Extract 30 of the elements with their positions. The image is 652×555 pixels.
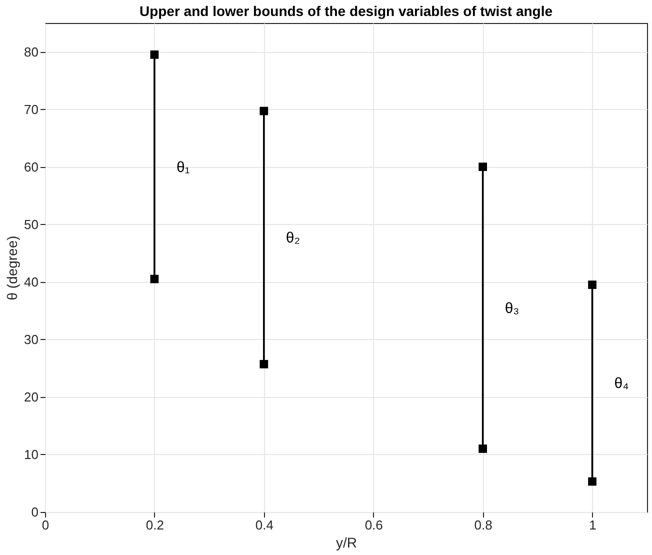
annotation: θ₁ (176, 158, 190, 176)
y-tick-label: 0 (31, 504, 38, 520)
point (260, 360, 268, 368)
x-tick-label: 0.8 (474, 518, 492, 532)
x-tick-label: 1 (589, 518, 596, 532)
point (478, 162, 487, 172)
y-tick-label: 60 (24, 159, 38, 174)
x-tick-label: 0.4 (255, 518, 274, 532)
annotation: θ₄ (614, 375, 629, 392)
y-tick-label: 80 (24, 44, 38, 60)
y-tick-label: 70 (24, 102, 38, 117)
annotation: θ₃ (504, 300, 520, 317)
point (150, 274, 159, 284)
point (478, 444, 487, 453)
y-axis-title: θ (degree) (4, 236, 20, 300)
x-tick-label: 0.2 (146, 518, 164, 532)
y-tick-label: 40 (24, 274, 38, 290)
y-tick-label: 30 (24, 332, 38, 347)
y-tick-label: 50 (24, 216, 38, 232)
chart-title: Upper and lower bounds of the design variables of twist angle (139, 3, 553, 19)
point (260, 106, 268, 116)
x-axis-title: y/R (336, 534, 357, 550)
y-tick-label: 20 (24, 389, 38, 404)
annotation: θ₂ (286, 230, 300, 247)
y-tick-label: 10 (24, 446, 38, 462)
point (588, 477, 596, 486)
x-tick-label: 0 (42, 518, 50, 532)
x-tick-label: 0.6 (364, 518, 383, 532)
point (588, 280, 596, 289)
point (150, 50, 159, 59)
